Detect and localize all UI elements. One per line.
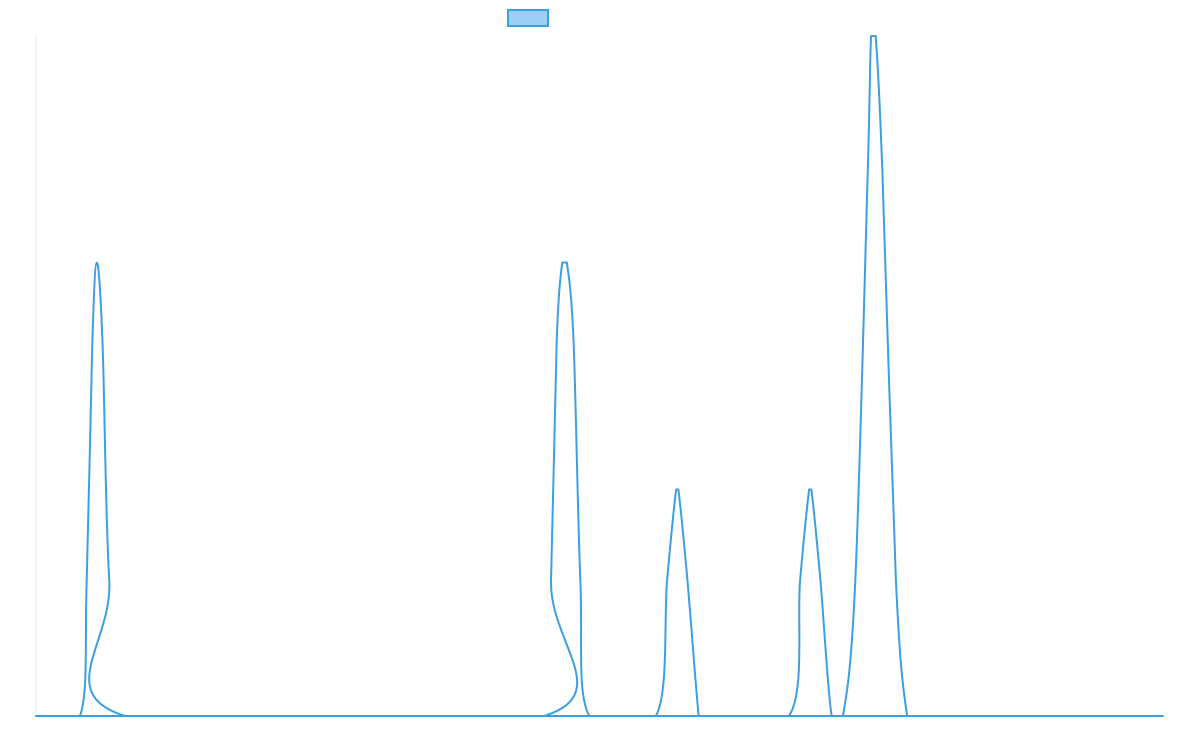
- legend[interactable]: [507, 9, 549, 27]
- legend-swatch[interactable]: [507, 9, 549, 27]
- series-line-1: [35, 35, 1164, 717]
- series-group: [35, 35, 1164, 717]
